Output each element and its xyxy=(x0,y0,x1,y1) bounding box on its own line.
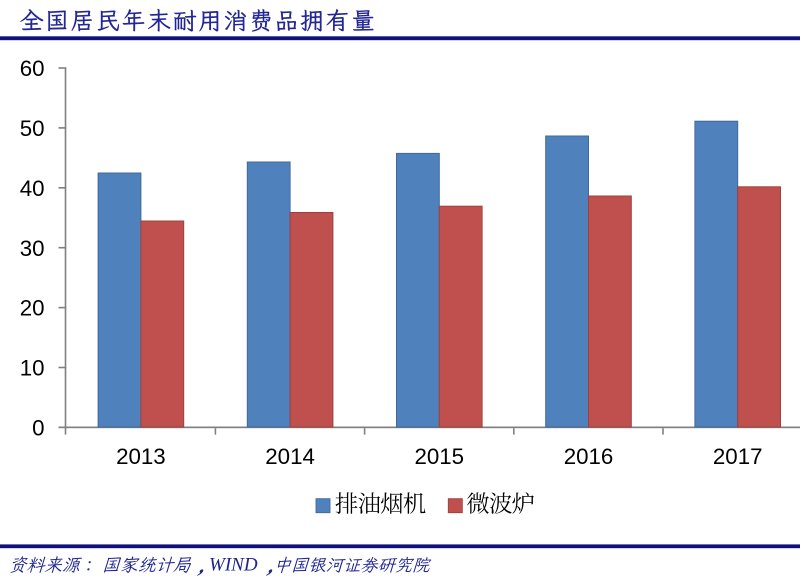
svg-text:0: 0 xyxy=(32,416,44,441)
svg-text:60: 60 xyxy=(20,56,45,81)
svg-text:2014: 2014 xyxy=(265,444,315,469)
svg-text:30: 30 xyxy=(20,236,45,261)
svg-text:2013: 2013 xyxy=(116,444,166,469)
svg-text:40: 40 xyxy=(20,176,45,201)
svg-text:10: 10 xyxy=(20,356,45,381)
svg-text:WIND: WIND xyxy=(209,555,258,576)
svg-text:50: 50 xyxy=(20,116,45,141)
svg-text:2016: 2016 xyxy=(564,444,614,469)
svg-text:20: 20 xyxy=(20,296,45,321)
svg-text:2015: 2015 xyxy=(414,444,464,469)
svg-text:2017: 2017 xyxy=(713,444,763,469)
